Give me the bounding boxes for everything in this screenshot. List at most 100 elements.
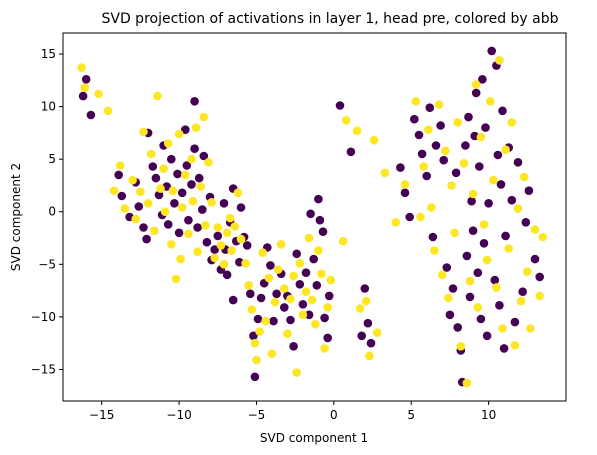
scatter-point [151,173,161,183]
scatter-point [199,151,209,161]
scatter-point [156,184,165,193]
x-tick-label: 0 [330,408,338,422]
scatter-point [276,240,286,249]
scatter-point [146,149,156,159]
scatter-point [365,351,374,361]
scatter-point [170,199,179,208]
scatter-point [246,289,255,299]
scatter-point [286,294,295,304]
scatter-point [439,155,449,165]
scatter-point [530,225,540,234]
scatter-point [498,106,507,116]
scatter-point [171,274,181,284]
scatter-point [451,168,461,178]
scatter-point [320,344,329,353]
scatter-point [103,106,113,116]
scatter-point [286,315,295,325]
scatter-point [194,173,204,183]
scatter-point [80,83,89,92]
scatter-point [507,118,517,127]
scatter-point [233,188,243,198]
scatter-point [400,188,410,198]
y-axis-label: SVD component 2 [9,163,23,271]
scatter-point [476,132,486,142]
scatter-point [301,287,311,297]
scatter-point [362,296,371,306]
scatter-point [504,244,513,253]
scatter-point [490,275,500,285]
scatter-point [380,168,390,178]
scatter-point [207,198,216,207]
scatter-point [447,181,456,190]
scatter-point [273,265,283,274]
scatter-point [471,88,481,98]
scatter-point [416,212,425,222]
scatter-point [513,158,523,167]
scatter-point [369,135,379,145]
scatter-point [295,259,305,268]
scatter-point [324,291,334,301]
scatter-point [360,284,370,293]
scatter-point [521,218,531,227]
scatter-point [498,324,507,333]
scatter-point [441,146,450,156]
scatter-point [201,221,210,230]
scatter-point [320,313,329,323]
scatter-point [436,121,445,130]
scatter-point [346,147,356,157]
scatter-point [513,204,523,213]
y-tick-label: −10 [31,310,56,324]
scatter-point [323,303,333,312]
points-layer [77,46,548,388]
scatter-point [510,317,520,327]
scatter-point [241,259,250,268]
x-tick-label: 5 [407,408,415,422]
scatter-point [535,291,544,301]
scatter-point [163,139,173,148]
scatter-point [499,344,509,353]
scatter-point [298,310,308,320]
scatter-point [456,342,466,351]
scatter-point [204,158,213,167]
scatter-point [167,154,176,164]
x-axis-label: SVD component 1 [260,431,368,445]
scatter-point [317,269,326,279]
scatter-point [473,303,483,312]
scatter-point [280,303,289,312]
scatter-point [177,188,187,198]
scatter-point [448,284,458,293]
scatter-point [473,268,483,278]
scatter-point [481,123,490,132]
scatter-point [116,161,125,170]
scatter-point [301,268,311,278]
scatter-point [250,338,260,348]
scatter-point [355,304,365,313]
scatter-point [247,305,257,314]
scatter-point [225,213,235,223]
scatter-point [134,202,144,211]
scatter-point [188,196,198,206]
scatter-point [471,80,481,89]
scatter-point [431,141,441,150]
scatter-point [468,226,478,235]
scatter-point [495,301,504,310]
scatter-point [168,186,178,195]
scatter-point [198,205,207,214]
scatter-point [230,222,240,231]
scatter-point [419,162,428,171]
scatter-point [81,75,91,84]
scatter-point [315,215,325,225]
scatter-point [191,123,201,132]
scatter-point [501,231,510,241]
scatter-point [210,245,219,254]
y-tick-label: −15 [31,362,56,376]
scatter-point [173,169,182,179]
y-tick-label: 15 [41,47,56,61]
scatter-point [484,199,493,208]
scatter-point [422,171,432,181]
scatter-point [261,316,271,326]
x-tick-label: 10 [481,408,496,422]
scatter-point [143,199,153,208]
scatter-point [400,180,410,189]
